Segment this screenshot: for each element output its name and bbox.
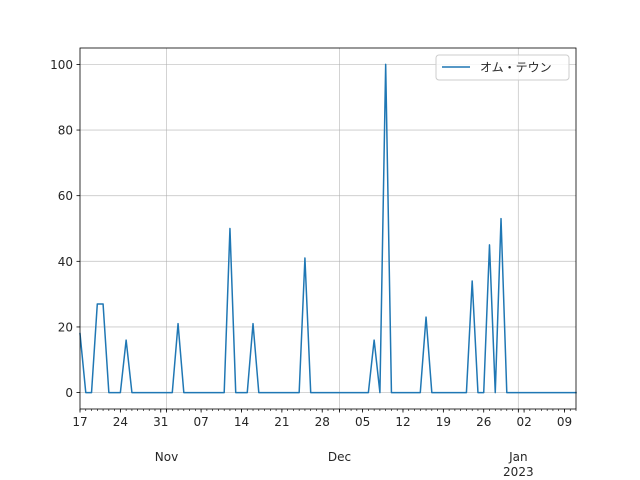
x-tick-label: 05 xyxy=(355,415,370,429)
x-month-label: 2023 xyxy=(503,465,534,479)
x-tick-label: 28 xyxy=(315,415,330,429)
x-month-label: Nov xyxy=(155,450,178,464)
x-tick-label: 21 xyxy=(274,415,289,429)
x-month-label: Jan xyxy=(508,450,528,464)
series-line xyxy=(79,63,577,394)
y-axis: 0 20 40 60 80 100 xyxy=(50,58,80,400)
y-tick-label: 20 xyxy=(58,320,73,334)
y-tick-label: 60 xyxy=(58,189,73,203)
x-tick-label: 31 xyxy=(153,415,168,429)
x-tick-label: 07 xyxy=(193,415,208,429)
x-tick-label: 26 xyxy=(476,415,491,429)
x-tick-label: 02 xyxy=(516,415,531,429)
x-tick-label: 12 xyxy=(395,415,410,429)
y-tick-label: 100 xyxy=(50,58,73,72)
x-tick-label: 19 xyxy=(436,415,451,429)
legend-box xyxy=(435,54,570,81)
legend-label: オム・テウン xyxy=(480,61,552,75)
legend: オム・テウン xyxy=(435,54,570,81)
x-tick-label: 09 xyxy=(557,415,572,429)
x-tick-label: 14 xyxy=(234,415,249,429)
series-layer xyxy=(79,63,577,394)
y-tick-label: 80 xyxy=(58,124,73,138)
x-tick-label: 17 xyxy=(72,415,87,429)
y-tick-label: 40 xyxy=(58,255,73,269)
y-tick-label: 0 xyxy=(65,386,73,400)
x-tick-label: 24 xyxy=(113,415,128,429)
x-month-label: Dec xyxy=(328,450,351,464)
